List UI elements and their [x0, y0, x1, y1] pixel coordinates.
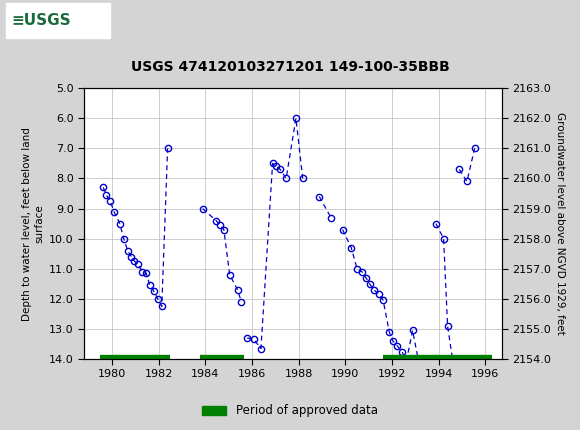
- Bar: [6, 3, 110, 37]
- Text: ≡USGS: ≡USGS: [12, 13, 71, 28]
- Text: USGS 474120103271201 149-100-35BBB: USGS 474120103271201 149-100-35BBB: [130, 60, 450, 74]
- Y-axis label: Depth to water level, feet below land
surface: Depth to water level, feet below land su…: [21, 127, 45, 320]
- Y-axis label: Groundwater level above NGVD 1929, feet: Groundwater level above NGVD 1929, feet: [555, 112, 565, 335]
- Legend: Period of approved data: Period of approved data: [198, 399, 382, 422]
